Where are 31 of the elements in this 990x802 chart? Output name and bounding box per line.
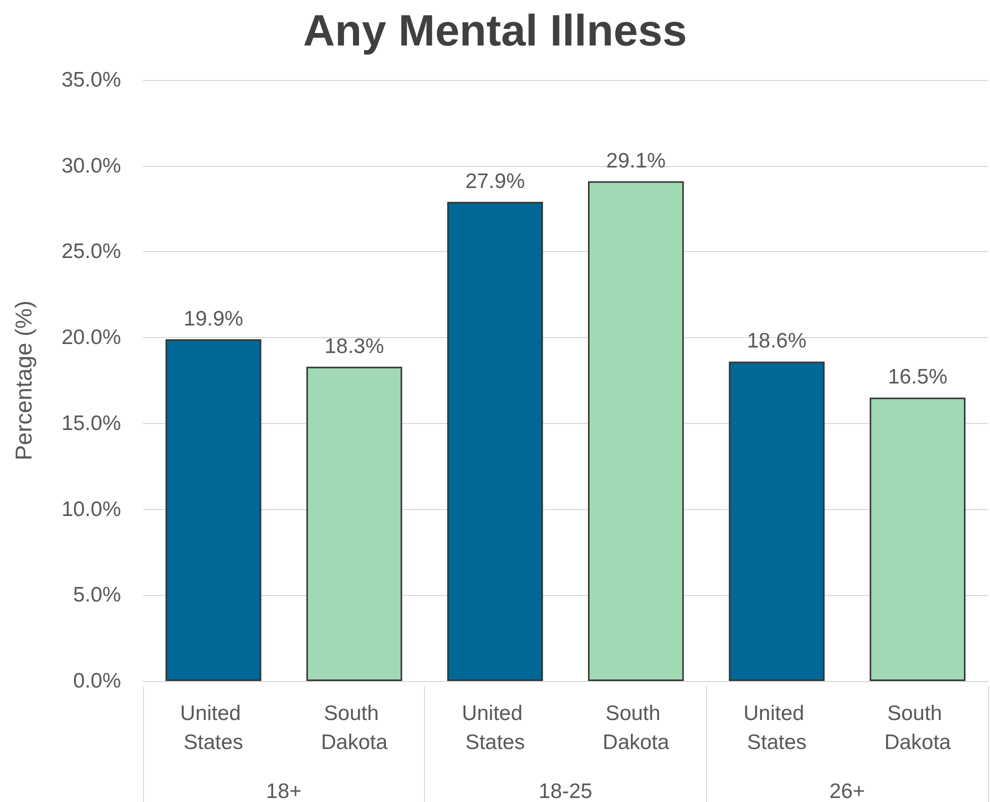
data-label: 18.6% <box>746 330 807 353</box>
x-tick-label: 18+ <box>266 780 302 802</box>
bar <box>588 181 684 681</box>
chart-title: Any Mental Illness <box>303 6 687 56</box>
y-tick-label: 10.0% <box>61 498 121 521</box>
y-tick-label: 30.0% <box>61 154 121 178</box>
data-label: 18.3% <box>324 334 384 358</box>
y-tick-label: 0.0% <box>73 670 121 692</box>
bar <box>166 339 262 681</box>
y-tick-label: 25.0% <box>61 240 121 264</box>
text: South Dakota <box>602 702 670 754</box>
series-label: United States <box>180 702 247 754</box>
bar <box>870 398 966 681</box>
data-label: 27.9% <box>465 170 525 193</box>
data-label: 16.5% <box>888 366 948 389</box>
text: United States <box>462 702 525 754</box>
text: United States <box>743 702 807 754</box>
x-tick-label: 26+ <box>829 780 865 802</box>
y-tick-label: 5.0% <box>73 584 121 607</box>
y-tick-label: 15.0% <box>61 412 121 435</box>
y-axis-title: Percentage (%) <box>10 300 36 460</box>
text: South Dakota <box>884 702 951 754</box>
bar <box>728 362 825 681</box>
series-label: South Dakota <box>320 702 388 754</box>
y-tick-label: 20.0% <box>61 326 121 350</box>
bar <box>447 202 543 681</box>
x-tick-label: 18-25 <box>538 780 592 802</box>
data-label: 19.9% <box>184 307 244 330</box>
data-label: 29.1% <box>606 149 666 172</box>
y-tick-label: 35.0% <box>61 68 121 92</box>
bar <box>306 366 402 681</box>
